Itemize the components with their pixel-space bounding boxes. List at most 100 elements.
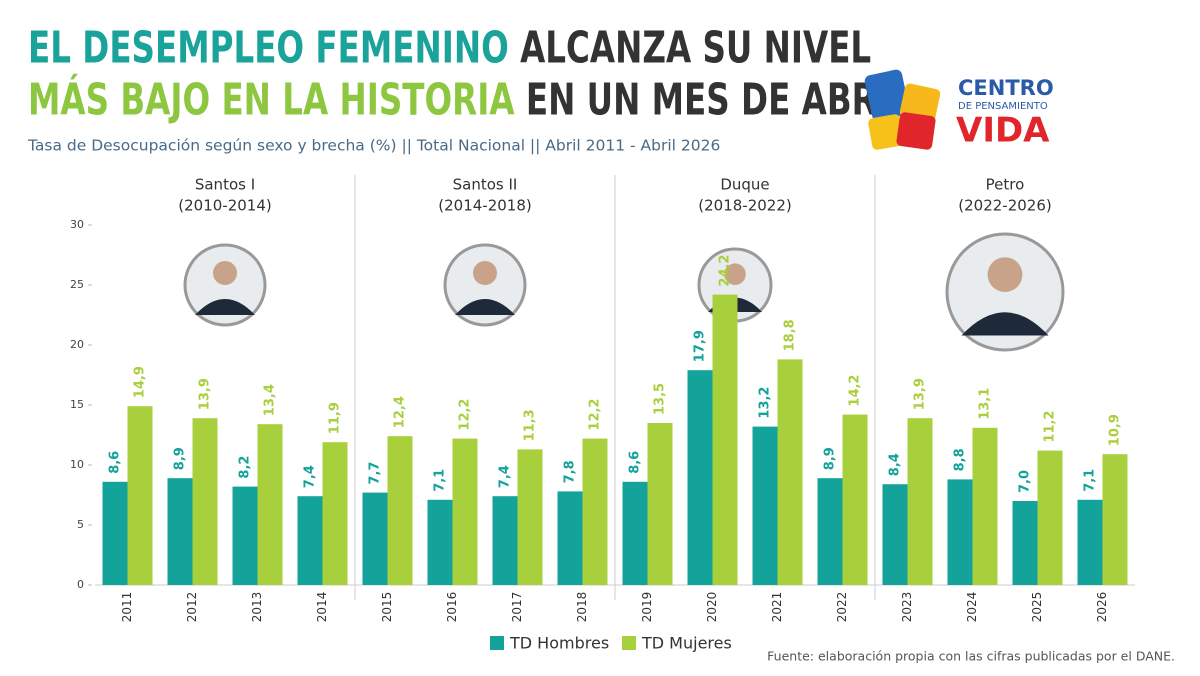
y-tick-label: 20 <box>70 338 84 351</box>
value-label: 8,4 <box>888 453 903 476</box>
bar <box>167 478 193 585</box>
x-tick-label: 2025 <box>1030 592 1044 623</box>
value-label: 8,6 <box>628 451 643 474</box>
value-label: 8,9 <box>823 447 838 470</box>
y-tick-label: 10 <box>70 458 84 471</box>
value-label: 17,9 <box>693 330 708 362</box>
portrait-body <box>961 312 1049 336</box>
title-part: MÁS BAJO EN LA HISTORIA <box>28 72 515 125</box>
period-name: Santos I <box>195 176 255 194</box>
legend-label: TD Mujeres <box>641 634 732 653</box>
value-label: 13,9 <box>198 378 213 410</box>
bar <box>102 481 128 585</box>
bar <box>192 418 218 585</box>
value-label: 13,5 <box>653 383 668 415</box>
bar <box>842 414 868 585</box>
period-years: (2014-2018) <box>438 197 531 215</box>
value-label: 7,4 <box>498 465 513 488</box>
logo: CENTRO DE PENSAMIENTO VIDA <box>864 69 1054 151</box>
value-label: 8,9 <box>173 447 188 470</box>
logo-shape <box>868 114 904 150</box>
title-part: EN UN MES DE ABRIL <box>526 74 910 125</box>
portrait-body <box>195 299 255 315</box>
period-name: Duque <box>720 176 769 194</box>
bar <box>817 478 843 585</box>
x-tick-label: 2024 <box>965 592 979 623</box>
bar <box>362 492 388 585</box>
value-label: 18,8 <box>783 319 798 351</box>
portrait-head <box>724 263 746 286</box>
period-name: Santos II <box>453 176 518 194</box>
source: Fuente: elaboración propia con las cifra… <box>767 649 1175 664</box>
bar <box>582 438 608 585</box>
bar <box>907 418 933 585</box>
value-label: 14,9 <box>133 366 148 398</box>
y-tick-label: 30 <box>70 218 84 231</box>
period-years: (2018-2022) <box>698 197 791 215</box>
x-tick-label: 2019 <box>640 592 654 623</box>
bar <box>557 491 583 585</box>
bar <box>622 481 648 585</box>
value-label: 11,9 <box>328 402 343 434</box>
subtitle: Tasa de Desocupación según sexo y brecha… <box>27 137 720 155</box>
logo-text: CENTRO <box>958 76 1054 100</box>
bar <box>1037 450 1063 585</box>
bar <box>322 442 348 585</box>
bar <box>1077 499 1103 585</box>
x-tick-label: 2022 <box>835 592 849 623</box>
bar <box>712 294 738 585</box>
bar <box>232 486 258 585</box>
bar <box>1102 454 1128 585</box>
portrait-head <box>987 257 1023 292</box>
x-tick-label: 2011 <box>120 592 134 623</box>
value-label: 13,9 <box>913 378 928 410</box>
y-tick-label: 5 <box>77 518 84 531</box>
value-label: 12,2 <box>588 399 603 431</box>
value-label: 8,2 <box>238 456 253 479</box>
period-name: Petro <box>986 176 1025 194</box>
bar <box>427 499 453 585</box>
value-label: 7,8 <box>563 460 578 483</box>
bar <box>972 427 998 585</box>
logo-text: VIDA <box>956 111 1050 151</box>
x-tick-label: 2017 <box>510 592 524 623</box>
logo-text: DE PENSAMIENTO <box>958 101 1048 112</box>
value-label: 8,8 <box>953 448 968 471</box>
logo-shape <box>899 83 941 123</box>
x-tick-label: 2016 <box>445 592 459 623</box>
logo-shape <box>896 112 936 150</box>
x-tick-label: 2021 <box>770 592 784 623</box>
x-tick-label: 2014 <box>315 592 329 623</box>
bar <box>947 479 973 585</box>
value-label: 11,2 <box>1043 411 1058 443</box>
bar <box>127 406 153 585</box>
title-part: ALCANZA SU NIVEL <box>520 22 871 73</box>
title: EL DESEMPLEO FEMENINO ALCANZA SU NIVEL M… <box>28 22 910 125</box>
bar <box>647 423 673 585</box>
bar <box>387 436 413 585</box>
value-label: 7,1 <box>433 469 448 492</box>
value-label: 8,6 <box>108 451 123 474</box>
bar <box>687 370 713 585</box>
title-part: EL DESEMPLEO FEMENINO <box>28 22 509 73</box>
logo-shape <box>864 69 910 121</box>
y-tick-label: 15 <box>70 398 84 411</box>
legend-swatch <box>490 636 504 650</box>
x-tick-label: 2020 <box>705 592 719 623</box>
portrait-body <box>455 299 515 315</box>
value-label: 7,1 <box>1083 469 1098 492</box>
value-label: 13,4 <box>263 384 278 416</box>
y-tick-label: 0 <box>77 578 84 591</box>
value-label: 14,2 <box>848 375 863 407</box>
value-label: 7,4 <box>303 465 318 488</box>
y-tick-label: 25 <box>70 278 84 291</box>
x-tick-label: 2023 <box>900 592 914 623</box>
value-label: 12,4 <box>393 396 408 428</box>
bar <box>492 496 518 585</box>
bar <box>297 496 323 585</box>
period-years: (2010-2014) <box>178 197 271 215</box>
bar <box>257 424 283 585</box>
bar <box>882 484 908 585</box>
bar <box>777 359 803 585</box>
